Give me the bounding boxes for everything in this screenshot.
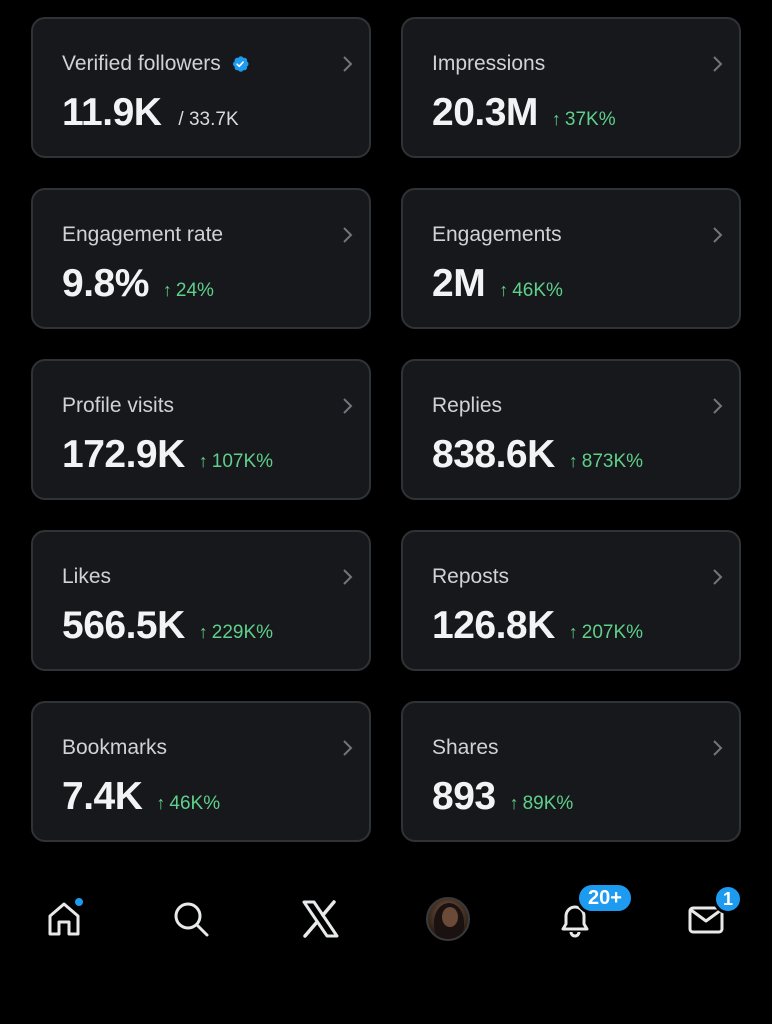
bell-icon	[561, 905, 589, 938]
metric-label: Engagements	[432, 223, 562, 246]
metric-label: Profile visits	[62, 394, 175, 417]
chevron-right-icon	[713, 56, 723, 72]
chevron-right-icon	[343, 398, 353, 414]
chevron-right-icon	[713, 569, 723, 585]
metric-value: 126.8K	[432, 604, 555, 647]
metric-delta-value: 89K%	[522, 793, 574, 814]
metric-value: 566.5K	[62, 604, 185, 647]
nav-profile[interactable]	[425, 896, 471, 942]
home-icon	[48, 902, 80, 936]
metric-label: Shares	[432, 736, 499, 759]
metric-total: / 33.7K	[178, 109, 239, 130]
verified-badge-icon	[232, 56, 249, 72]
nav-search[interactable]	[168, 896, 214, 942]
chevron-right-icon	[343, 56, 353, 72]
metric-delta: ↑ 207K%	[569, 622, 643, 644]
arrow-up-icon: ↑	[156, 793, 166, 813]
metric-delta: ↑ 229K%	[199, 622, 273, 644]
metric-label: Bookmarks	[62, 736, 168, 759]
messages-badge: 1	[713, 884, 743, 914]
metric-value: 20.3M	[432, 91, 538, 134]
metric-value: 2M	[432, 262, 486, 305]
metric-delta-value: 46K%	[512, 280, 563, 301]
metric-value: 11.9K	[62, 91, 162, 134]
metric-delta-value: 873K%	[581, 451, 644, 472]
metric-value: 893	[432, 775, 496, 818]
metric-card-bookmarks[interactable]: Bookmarks 7.4K ↑ 46K%	[31, 701, 371, 842]
arrow-up-icon: ↑	[568, 451, 578, 471]
metric-delta: ↑ 37K%	[552, 109, 616, 131]
metric-delta: ↑ 46K%	[499, 280, 563, 302]
arrow-up-icon: ↑	[568, 622, 578, 642]
avatar	[426, 897, 470, 941]
metric-label: Replies	[432, 394, 503, 417]
metric-card-verified-followers[interactable]: Verified followers 11.9K / 33.7K	[31, 17, 371, 158]
metric-delta-value: 24%	[175, 280, 214, 301]
mail-icon	[688, 906, 724, 934]
bottom-nav: 20+ 1	[0, 880, 772, 960]
chevron-right-icon	[343, 569, 353, 585]
search-icon	[174, 902, 209, 937]
metric-card-shares[interactable]: Shares 893 ↑ 89K%	[401, 701, 741, 842]
metric-card-replies[interactable]: Replies 838.6K ↑ 873K%	[401, 359, 741, 500]
metric-delta-value: 207K%	[581, 622, 644, 643]
metric-delta: ↑ 89K%	[510, 793, 574, 815]
metric-label: Impressions	[432, 52, 546, 75]
metric-card-likes[interactable]: Likes 566.5K ↑ 229K%	[31, 530, 371, 671]
chevron-right-icon	[713, 740, 723, 756]
metric-card-reposts[interactable]: Reposts 126.8K ↑ 207K%	[401, 530, 741, 671]
nav-grok-x[interactable]	[297, 896, 343, 942]
arrow-up-icon: ↑	[551, 109, 561, 129]
metric-label: Likes	[62, 565, 112, 588]
metric-card-impressions[interactable]: Impressions 20.3M ↑ 37K%	[401, 17, 741, 158]
arrow-up-icon: ↑	[509, 793, 519, 813]
metric-value: 172.9K	[62, 433, 185, 476]
nav-notifications[interactable]: 20+	[552, 882, 634, 942]
metric-card-profile-visits[interactable]: Profile visits 172.9K ↑ 107K%	[31, 359, 371, 500]
nav-home[interactable]	[41, 896, 87, 942]
metric-delta-value: 229K%	[211, 622, 274, 643]
metric-card-engagements[interactable]: Engagements 2M ↑ 46K%	[401, 188, 741, 329]
arrow-up-icon: ↑	[499, 280, 509, 300]
chevron-right-icon	[713, 227, 723, 243]
arrow-up-icon: ↑	[198, 622, 208, 642]
metric-value: 7.4K	[62, 775, 143, 818]
metric-value: 9.8%	[62, 262, 149, 305]
home-unread-dot	[74, 897, 84, 907]
chevron-right-icon	[713, 398, 723, 414]
metric-delta: ↑ 873K%	[569, 451, 643, 473]
metric-delta: ↑ 24%	[163, 280, 214, 302]
metric-delta-value: 107K%	[211, 451, 274, 472]
nav-messages[interactable]: 1	[683, 884, 743, 942]
metrics-grid: Verified followers 11.9K / 33.7K Impress…	[31, 17, 741, 842]
arrow-up-icon: ↑	[162, 280, 172, 300]
metric-label: Reposts	[432, 565, 510, 588]
chevron-right-icon	[343, 740, 353, 756]
metric-delta-value: 37K%	[564, 109, 616, 130]
notifications-badge: 20+	[576, 882, 634, 914]
metric-delta-value: 46K%	[169, 793, 221, 814]
metric-card-engagement-rate[interactable]: Engagement rate 9.8% ↑ 24%	[31, 188, 371, 329]
metric-label: Engagement rate	[62, 223, 224, 246]
x-logo-icon	[302, 900, 339, 938]
metric-value: 838.6K	[432, 433, 555, 476]
metric-label: Verified followers	[62, 52, 221, 75]
metric-delta: ↑ 46K%	[156, 793, 220, 815]
chevron-right-icon	[343, 227, 353, 243]
metric-delta: ↑ 107K%	[199, 451, 273, 473]
arrow-up-icon: ↑	[198, 451, 208, 471]
